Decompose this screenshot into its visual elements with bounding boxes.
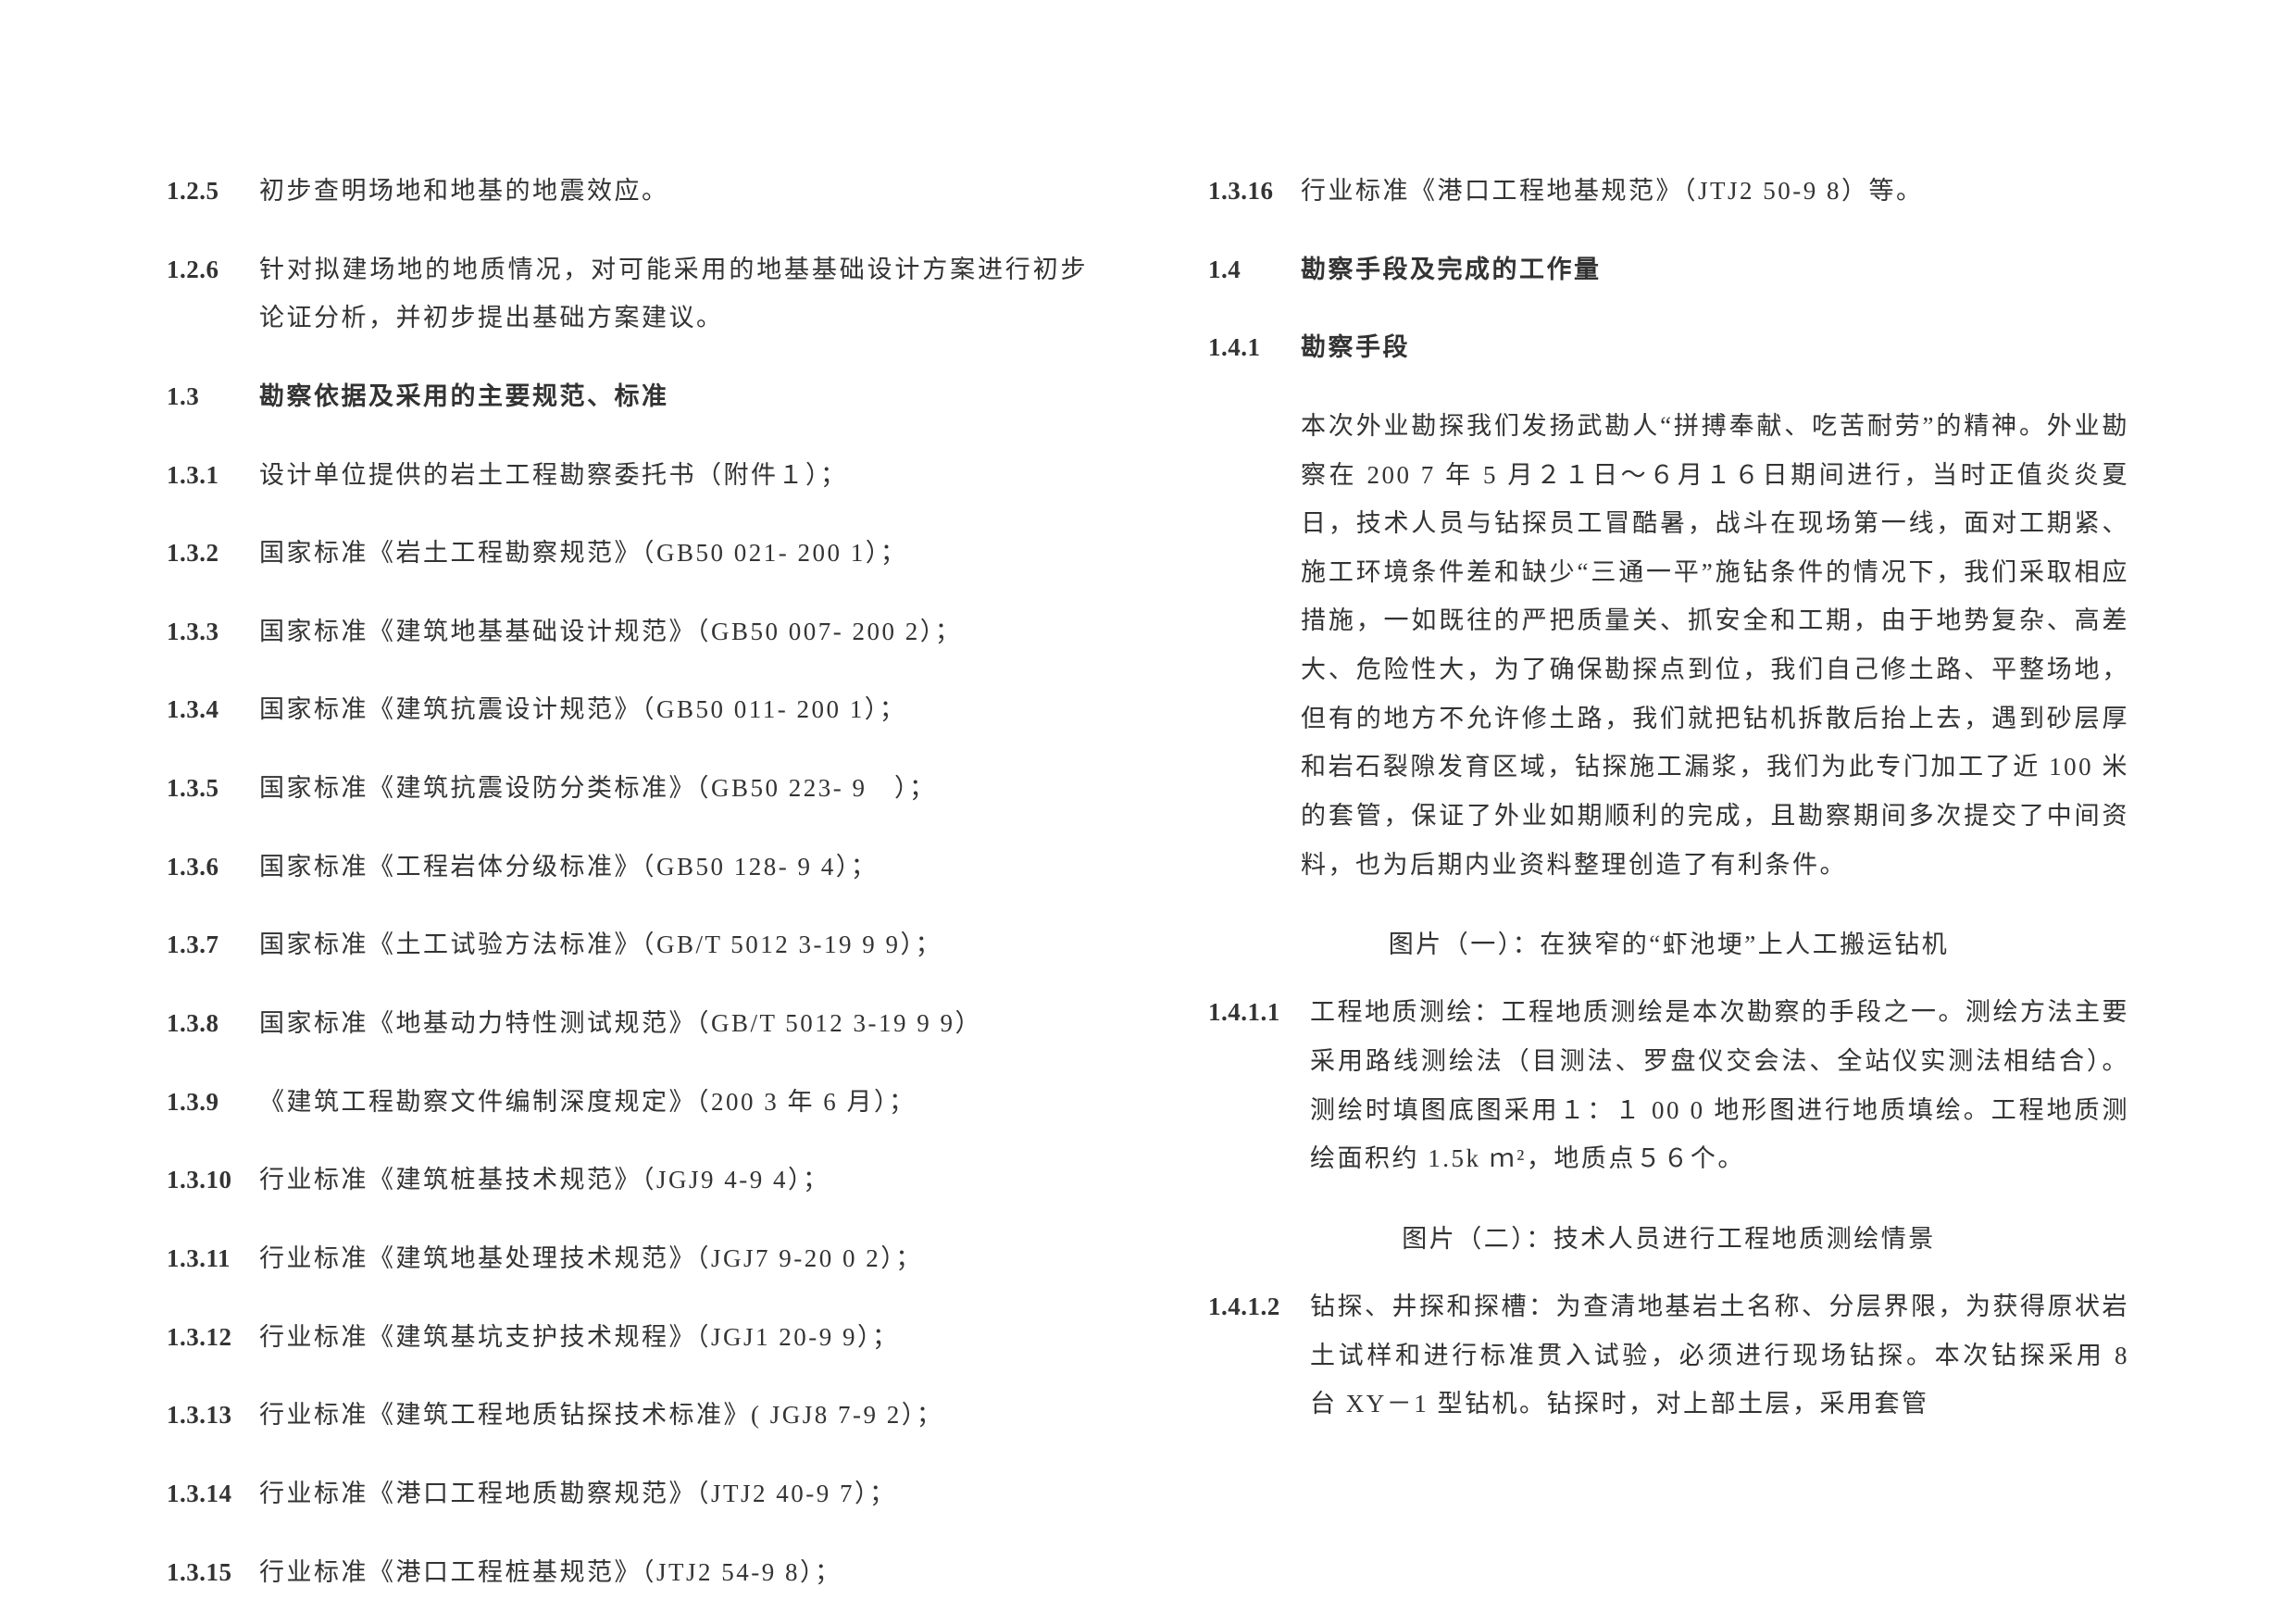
entry-text: 行业标准《港口工程地基规范》（JTJ2 50-9 8）等。 [1301, 167, 1924, 216]
entry-number: 1.3.9 [167, 1078, 259, 1127]
entry-text: 行业标准《港口工程地质勘察规范》（JTJ2 40-9 7）； [259, 1469, 897, 1518]
list-entry: 1.3.11行业标准《建筑地基处理技术规范》（JGJ7 9-20 0 2）； [167, 1234, 1088, 1283]
entry-number: 1.3.4 [167, 685, 259, 734]
figure-caption: 图片（二）：技术人员进行工程地质测绘情景 [1208, 1218, 2129, 1255]
list-entry: 1.2.5初步查明场地和地基的地震效应。 [167, 167, 1088, 216]
entry-number: 1.4.1 [1208, 323, 1301, 372]
entry-text: 工程地质测绘：工程地质测绘是本次勘察的手段之一。测绘方法主要采用路线测绘法（目测… [1310, 988, 2129, 1183]
entry-text: 行业标准《建筑工程地质钻探技术标准》( JGJ8 7-9 2）； [259, 1391, 943, 1440]
entry-text: 国家标准《地基动力特性测试规范》（GB/T 5012 3-19 9 9） [259, 999, 982, 1048]
list-entry: 1.3.14行业标准《港口工程地质勘察规范》（JTJ2 40-9 7）； [167, 1469, 1088, 1518]
list-entry: 1.3.3国家标准《建筑地基基础设计规范》（GB50 007- 200 2）； [167, 607, 1088, 656]
entry-number: 1.3.1 [167, 451, 259, 500]
list-entry: 1.3.9《建筑工程勘察文件编制深度规定》（200 3 年 6 月）； [167, 1078, 1088, 1127]
list-entry: 1.4.1.1工程地质测绘：工程地质测绘是本次勘察的手段之一。测绘方法主要采用路… [1208, 988, 2129, 1183]
entry-number: 1.3.13 [167, 1391, 259, 1440]
entry-text: 勘察依据及采用的主要规范、标准 [259, 372, 669, 421]
entry-number: 1.4 [1208, 245, 1301, 294]
entry-number: 1.3.10 [167, 1156, 259, 1205]
entry-number: 1.4.1.1 [1208, 988, 1310, 1183]
list-entry: 1.3.8国家标准《地基动力特性测试规范》（GB/T 5012 3-19 9 9… [167, 999, 1088, 1048]
entry-text: 设计单位提供的岩土工程勘察委托书（附件１）； [259, 451, 848, 500]
entry-text: 国家标准《建筑抗震设计规范》（GB50 011- 200 1）； [259, 685, 906, 734]
entry-number: 1.3.14 [167, 1469, 259, 1518]
list-entry: 1.3.13行业标准《建筑工程地质钻探技术标准》( JGJ8 7-9 2）； [167, 1391, 1088, 1440]
list-entry: 1.3.15行业标准《港口工程桩基规范》（JTJ2 54-9 8）； [167, 1548, 1088, 1597]
list-entry: 1.2.6针对拟建场地的地质情况，对可能采用的地基基础设计方案进行初步论证分析，… [167, 245, 1088, 343]
entry-text: 行业标准《建筑桩基技术规范》（JGJ9 4-9 4）； [259, 1156, 830, 1205]
entry-text: 勘察手段 [1301, 323, 1410, 372]
list-entry: 1.3.2国家标准《岩土工程勘察规范》（GB50 021- 200 1）； [167, 529, 1088, 578]
right-column: 1.3.16行业标准《港口工程地基规范》（JTJ2 50-9 8）等。1.4勘察… [1208, 167, 2129, 1513]
entry-number: 1.4.1.2 [1208, 1282, 1310, 1429]
entry-text: 行业标准《建筑基坑支护技术规程》（JGJ1 20-9 9）； [259, 1313, 900, 1362]
entry-number: 1.3.11 [167, 1234, 259, 1283]
list-entry: 1.3.5国家标准《建筑抗震设防分类标准》（GB50 223- 9 ）； [167, 764, 1088, 813]
left-column: 1.2.5初步查明场地和地基的地震效应。1.2.6针对拟建场地的地质情况，对可能… [167, 167, 1088, 1513]
entry-number: 1.3.12 [167, 1313, 259, 1362]
list-entry: 1.4勘察手段及完成的工作量 [1208, 245, 2129, 294]
entry-text: 国家标准《建筑抗震设防分类标准》（GB50 223- 9 ）； [259, 764, 937, 813]
entry-number: 1.3.8 [167, 999, 259, 1048]
entry-number: 1.3.15 [167, 1548, 259, 1597]
list-entry: 1.4.1.2钻探、井探和探槽：为查清地基岩土名称、分层界限，为获得原状岩土试样… [1208, 1282, 2129, 1429]
entry-number: 1.2.6 [167, 245, 259, 343]
list-entry: 1.3.6国家标准《工程岩体分级标准》（GB50 128- 9 4）； [167, 843, 1088, 892]
entry-text: 国家标准《工程岩体分级标准》（GB50 128- 9 4）； [259, 843, 878, 892]
entry-text: 本次外业勘探我们发扬武勘人“拼搏奉献、吃苦耐劳”的精神。外业勘察在 200 7 … [1301, 402, 2129, 889]
list-entry: 本次外业勘探我们发扬武勘人“拼搏奉献、吃苦耐劳”的精神。外业勘察在 200 7 … [1208, 402, 2129, 889]
entry-text: 行业标准《建筑地基处理技术规范》（JGJ7 9-20 0 2）； [259, 1234, 923, 1283]
entry-number: 1.3.3 [167, 607, 259, 656]
list-entry: 1.3.7国家标准《土工试验方法标准》（GB/T 5012 3-19 9 9）； [167, 920, 1088, 969]
entry-text: 国家标准《土工试验方法标准》（GB/T 5012 3-19 9 9）； [259, 920, 942, 969]
entry-text: 钻探、井探和探槽：为查清地基岩土名称、分层界限，为获得原状岩土试样和进行标准贯入… [1310, 1282, 2129, 1429]
list-entry: 1.3.10行业标准《建筑桩基技术规范》（JGJ9 4-9 4）； [167, 1156, 1088, 1205]
list-entry: 1.3勘察依据及采用的主要规范、标准 [167, 372, 1088, 421]
entry-number: 1.3.7 [167, 920, 259, 969]
entry-number [1208, 402, 1301, 889]
entry-number: 1.3.6 [167, 843, 259, 892]
figure-caption: 图片（一）：在狭窄的“虾池埂”上人工搬运钻机 [1208, 924, 2129, 960]
entry-text: 国家标准《岩土工程勘察规范》（GB50 021- 200 1）； [259, 529, 907, 578]
entry-text: 针对拟建场地的地质情况，对可能采用的地基基础设计方案进行初步论证分析，并初步提出… [259, 245, 1088, 343]
list-entry: 1.4.1勘察手段 [1208, 323, 2129, 372]
entry-text: 行业标准《港口工程桩基规范》（JTJ2 54-9 8）； [259, 1548, 842, 1597]
entry-number: 1.2.5 [167, 167, 259, 216]
list-entry: 1.3.4国家标准《建筑抗震设计规范》（GB50 011- 200 1）； [167, 685, 1088, 734]
list-entry: 1.3.1设计单位提供的岩土工程勘察委托书（附件１）； [167, 451, 1088, 500]
list-entry: 1.3.16行业标准《港口工程地基规范》（JTJ2 50-9 8）等。 [1208, 167, 2129, 216]
entry-text: 初步查明场地和地基的地震效应。 [259, 167, 669, 216]
entry-number: 1.3.5 [167, 764, 259, 813]
entry-number: 1.3 [167, 372, 259, 421]
entry-text: 国家标准《建筑地基基础设计规范》（GB50 007- 200 2）； [259, 607, 962, 656]
entry-number: 1.3.2 [167, 529, 259, 578]
entry-number: 1.3.16 [1208, 167, 1301, 216]
entry-text: 勘察手段及完成的工作量 [1301, 245, 1602, 294]
entry-text: 《建筑工程勘察文件编制深度规定》（200 3 年 6 月）； [259, 1078, 917, 1127]
list-entry: 1.3.12行业标准《建筑基坑支护技术规程》（JGJ1 20-9 9）； [167, 1313, 1088, 1362]
